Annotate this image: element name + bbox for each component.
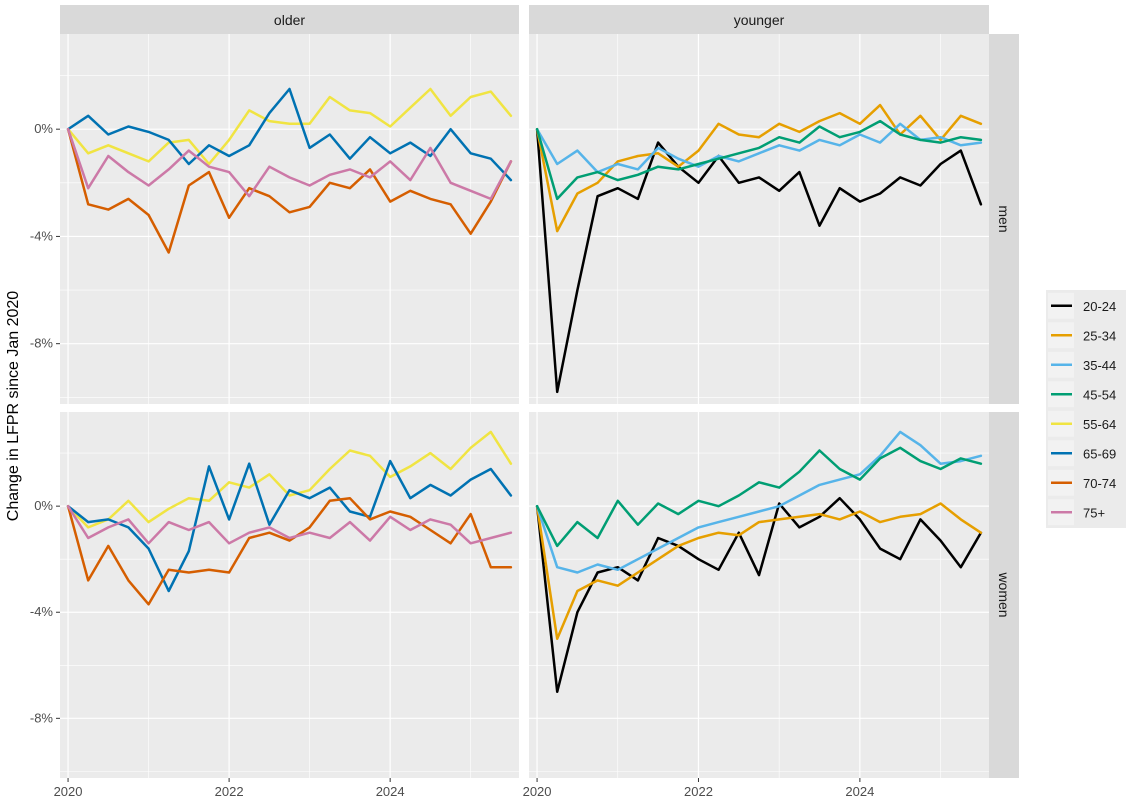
series-line-35-44 xyxy=(535,122,983,174)
x-tick-label: 2022 xyxy=(684,784,713,799)
legend-label-20-24: 20-24 xyxy=(1083,299,1116,314)
x-tick-label: 2020 xyxy=(523,784,552,799)
legend-label-70-74: 70-74 xyxy=(1083,476,1116,491)
series-line-35-44 xyxy=(535,430,983,574)
legend-label-65-69: 65-69 xyxy=(1083,446,1116,461)
chart-panels xyxy=(60,34,989,778)
series-line-20-24 xyxy=(535,127,983,394)
strip-label-older: older xyxy=(274,12,305,28)
series-line-65-69 xyxy=(66,87,513,182)
legend-label-45-54: 45-54 xyxy=(1083,387,1116,402)
axes: 0% -4% -8% 0% -4% -8% 2020 2022 2024 2020 2022 2024 xyxy=(30,121,874,799)
strip-younger xyxy=(529,5,989,34)
series-line-45-54 xyxy=(535,446,983,548)
facet-strips: older younger men women xyxy=(60,5,1019,778)
y-tick-label: 0% xyxy=(34,121,53,136)
legend-label-25-34: 25-34 xyxy=(1083,328,1116,343)
legend: 20-24 25-34 35-44 45-54 55-64 65-69 70-74 75+ xyxy=(1046,290,1126,528)
y-tick-label: -4% xyxy=(30,228,54,243)
panel-younger-women xyxy=(529,412,989,778)
strip-label-men: men xyxy=(996,205,1012,232)
legend-label-35-44: 35-44 xyxy=(1083,358,1116,373)
series-line-75+ xyxy=(66,127,513,201)
strip-older xyxy=(60,5,519,34)
series-line-70-74 xyxy=(66,496,513,606)
x-tick-label: 2024 xyxy=(845,784,874,799)
y-axis-title: Change in LFPR since Jan 2020 xyxy=(5,291,22,521)
strip-label-women: women xyxy=(996,571,1012,617)
panel-younger-men xyxy=(529,34,989,404)
panel-background xyxy=(60,412,519,778)
series-line-55-64 xyxy=(66,87,513,166)
x-tick-label: 2020 xyxy=(54,784,83,799)
series-line-75+ xyxy=(66,504,513,545)
legend-label-75+: 75+ xyxy=(1083,505,1105,520)
panel-background xyxy=(529,34,989,404)
y-tick-label: -4% xyxy=(30,604,54,619)
series-line-55-64 xyxy=(66,430,513,529)
panel-background xyxy=(60,34,519,404)
series-line-65-69 xyxy=(66,459,513,593)
x-tick-label: 2024 xyxy=(376,784,405,799)
legend-label-55-64: 55-64 xyxy=(1083,417,1116,432)
strip-men xyxy=(989,34,1019,404)
series-line-70-74 xyxy=(66,127,513,254)
x-tick-label: 2022 xyxy=(215,784,244,799)
strip-women xyxy=(989,412,1019,778)
series-line-25-34 xyxy=(535,502,983,641)
panel-background xyxy=(529,412,989,778)
y-tick-label: -8% xyxy=(30,336,54,351)
series-line-45-54 xyxy=(535,119,983,201)
y-tick-label: 0% xyxy=(34,498,53,513)
panel-older-men xyxy=(60,34,519,404)
strip-label-younger: younger xyxy=(734,12,785,28)
y-tick-label: -8% xyxy=(30,710,54,725)
panel-older-women xyxy=(60,412,519,778)
